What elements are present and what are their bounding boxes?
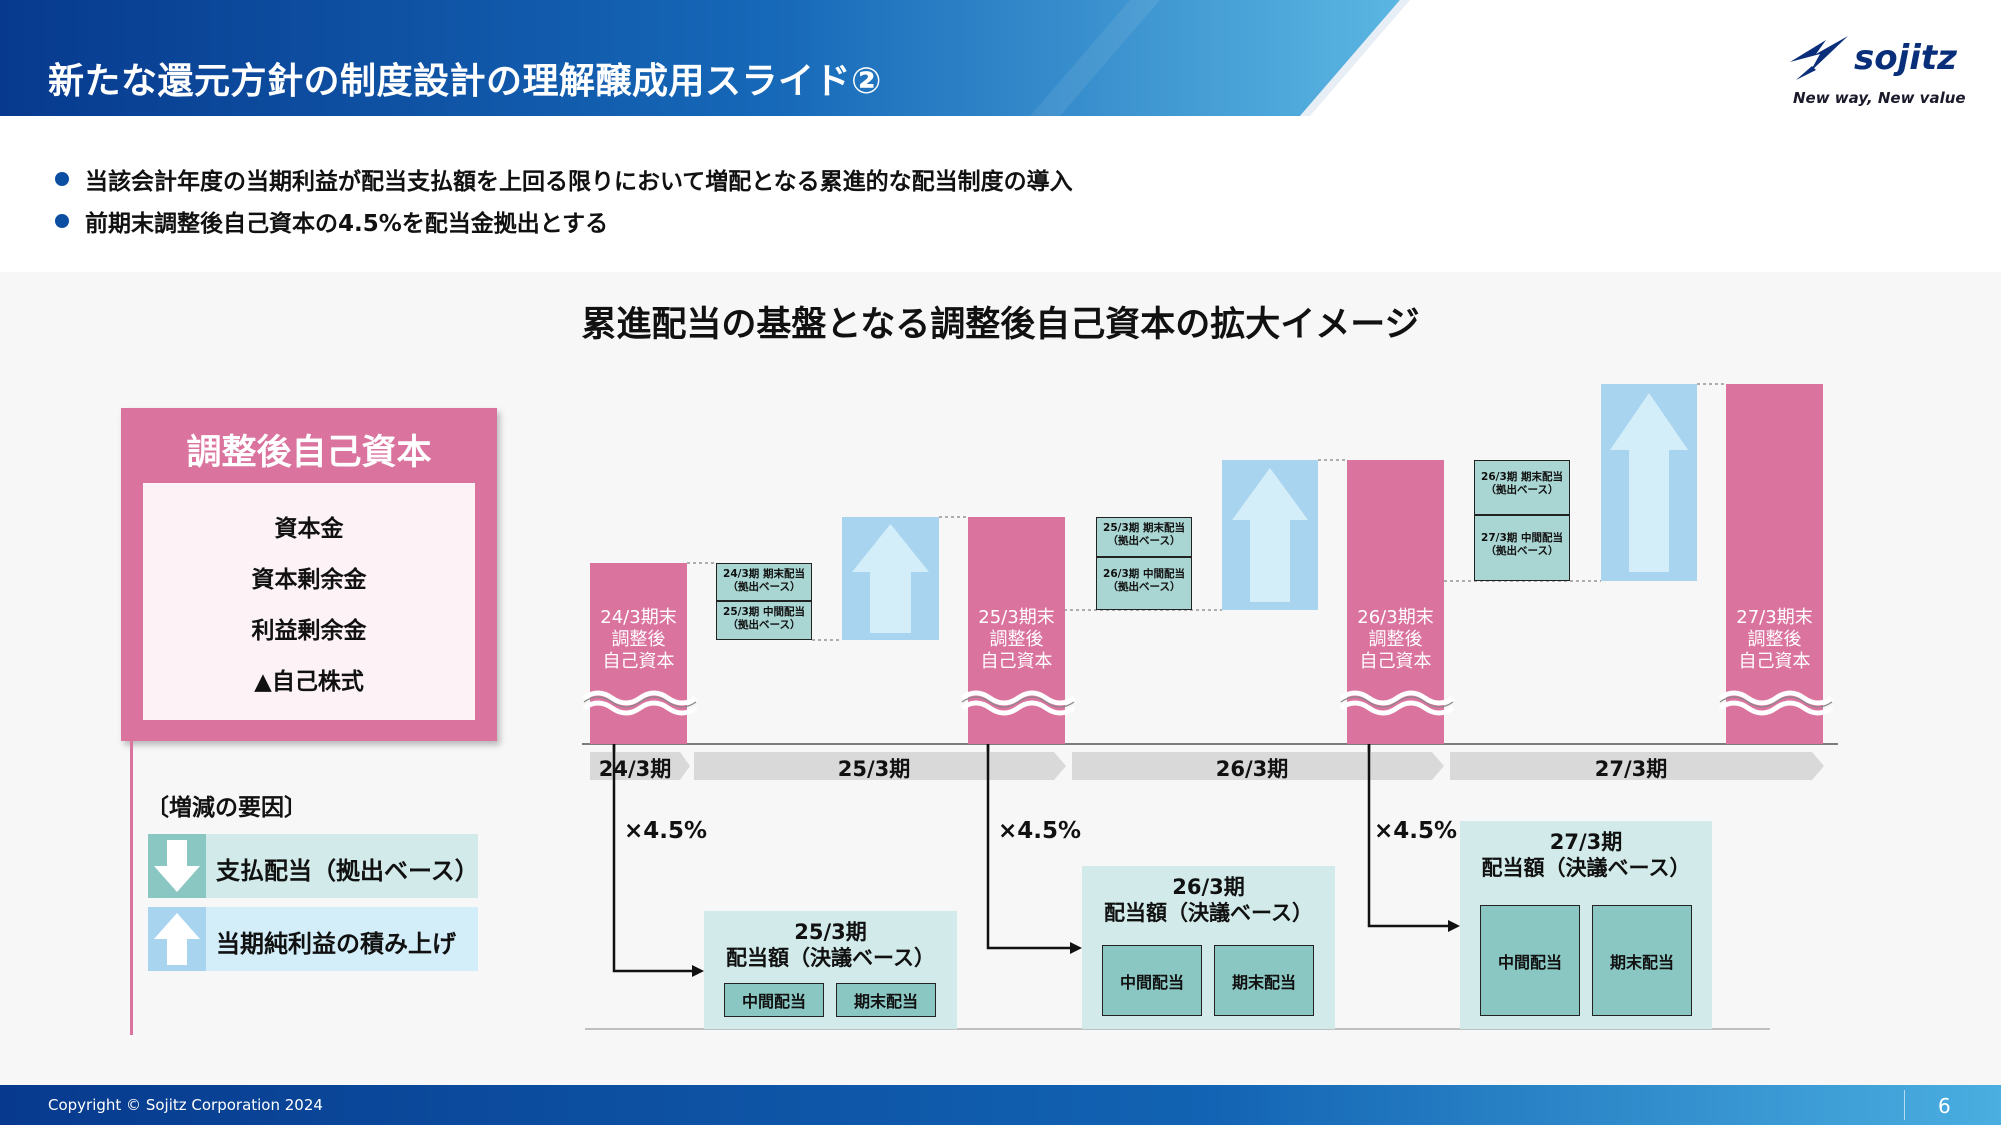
equity-bar-25-3: 25/3期末 調整後 自己資本 (968, 517, 1065, 744)
component-item: 資本剰余金 (251, 567, 367, 593)
factors-title: 〔増減の要因〕 (146, 795, 307, 821)
net-income-step (1222, 460, 1318, 610)
dividend-title: 配当額（決議ベース） (726, 946, 935, 970)
bullet-area (0, 140, 2001, 272)
equity-bar-label: 26/3期末 調整後 自己資本 (1357, 607, 1434, 672)
header-bar (0, 0, 2001, 140)
final-dividend-chip: 期末配当 (1214, 945, 1314, 1016)
page-number: 6 (1938, 1094, 1951, 1118)
bullet-text: 当該会計年度の当期利益が配当支払額を上回る限りにおいて増配となる累進的な配当制度… (85, 169, 1073, 195)
up-arrow-icon (148, 907, 206, 971)
bullet-item: 前期末調整後自己資本の4.5%を配当金拠出とする (55, 204, 608, 238)
interim-dividend-chip: 中間配当 (1102, 945, 1202, 1016)
equity-waterfall-diagram (582, 383, 1838, 1030)
bullet-text: 前期末調整後自己資本の4.5%を配当金拠出とする (85, 211, 609, 237)
factor-label: 支払配当（拠出ベース） (216, 857, 479, 885)
outflow-interim-dividend: 27/3期 中間配当 （拠出ベース） (1474, 515, 1570, 581)
equity-bar-26-3: 26/3期末 調整後 自己資本 (1347, 460, 1444, 744)
dividend-period: 25/3期 (794, 920, 867, 944)
dividend-period: 27/3期 (1549, 830, 1623, 854)
dividend-title: 配当額（決議ベース） (1481, 856, 1691, 880)
diagram-title: 累進配当の基盤となる調整後自己資本の拡大イメージ (581, 305, 1420, 345)
connector-line (130, 741, 133, 1035)
period-label: 24/3期 (598, 757, 672, 781)
slide-title: 新たな還元方針の制度設計の理解醸成用スライド② (48, 61, 882, 102)
net-income-step (842, 517, 939, 640)
dividend-box-25-3: 25/3期 配当額（決議ベース） 中間配当 期末配当 (704, 911, 957, 1029)
adjusted-equity-components: 資本金 資本剰余金 利益剰余金 ▲自己株式 (143, 483, 475, 720)
net-income-step (1601, 384, 1697, 581)
factor-label: 当期純利益の積み上げ (216, 930, 456, 958)
equity-bar-label: 27/3期末 調整後 自己資本 (1736, 607, 1813, 672)
copyright-text: Copyright © Sojitz Corporation 2024 (48, 1096, 323, 1114)
equity-bar-label: 24/3期末 調整後 自己資本 (600, 607, 677, 672)
payout-rate-label: ×4.5% (998, 818, 1082, 844)
bullet-item: 当該会計年度の当期利益が配当支払額を上回る限りにおいて増配となる累進的な配当制度… (55, 162, 1073, 196)
payout-rate-label: ×4.5% (1374, 818, 1458, 844)
final-dividend-chip: 期末配当 (836, 983, 936, 1017)
down-arrow-icon (148, 834, 206, 898)
bullet-dot-icon (55, 172, 69, 186)
dividend-title: 配当額（決議ベース） (1104, 901, 1313, 925)
equity-bar-27-3: 27/3期末 調整後 自己資本 (1726, 384, 1823, 744)
equity-bar-label: 25/3期末 調整後 自己資本 (978, 607, 1055, 672)
bullet-dot-icon (55, 214, 69, 228)
equity-bar-24-3: 24/3期末 調整後 自己資本 (590, 563, 687, 744)
dividend-box-27-3: 27/3期 配当額（決議ベース） 中間配当 期末配当 (1460, 821, 1712, 1029)
component-item: 資本金 (274, 516, 344, 542)
adjusted-equity-box: 調整後自己資本 資本金 資本剰余金 利益剰余金 ▲自己株式 (121, 408, 497, 741)
footer-bar (0, 1085, 2001, 1125)
outflow-interim-dividend: 25/3期 中間配当 （拠出ベース） (716, 601, 812, 640)
factor-inflow: 当期純利益の積み上げ (148, 907, 478, 971)
dividend-period: 26/3期 (1172, 875, 1245, 899)
outflow-final-dividend: 25/3期 期末配当 （拠出ベース） (1096, 517, 1192, 557)
period-label: 26/3期 (1215, 757, 1289, 781)
interim-dividend-chip: 中間配当 (1480, 905, 1580, 1016)
outflow-interim-dividend: 26/3期 中間配当 （拠出ベース） (1096, 557, 1192, 610)
footer-divider (1904, 1090, 1905, 1120)
dividend-box-26-3: 26/3期 配当額（決議ベース） 中間配当 期末配当 (1082, 866, 1335, 1029)
outflow-final-dividend: 24/3期 期末配当 （拠出ベース） (716, 563, 812, 601)
logo-text: sojitz (1854, 38, 1957, 78)
outflow-final-dividend: 26/3期 期末配当 （拠出ベース） (1474, 460, 1570, 515)
tagline: New way, New value (1793, 89, 1966, 107)
component-item: 利益剰余金 (251, 618, 367, 644)
sojitz-logo-icon (1790, 36, 1848, 80)
period-label: 25/3期 (837, 757, 911, 781)
final-dividend-chip: 期末配当 (1592, 905, 1692, 1016)
component-item: ▲自己株式 (254, 669, 364, 695)
period-label: 27/3期 (1594, 757, 1668, 781)
factor-outflow: 支払配当（拠出ベース） (148, 834, 479, 898)
payout-rate-label: ×4.5% (624, 818, 708, 844)
adjusted-equity-title: 調整後自己資本 (186, 433, 432, 473)
interim-dividend-chip: 中間配当 (724, 983, 824, 1017)
